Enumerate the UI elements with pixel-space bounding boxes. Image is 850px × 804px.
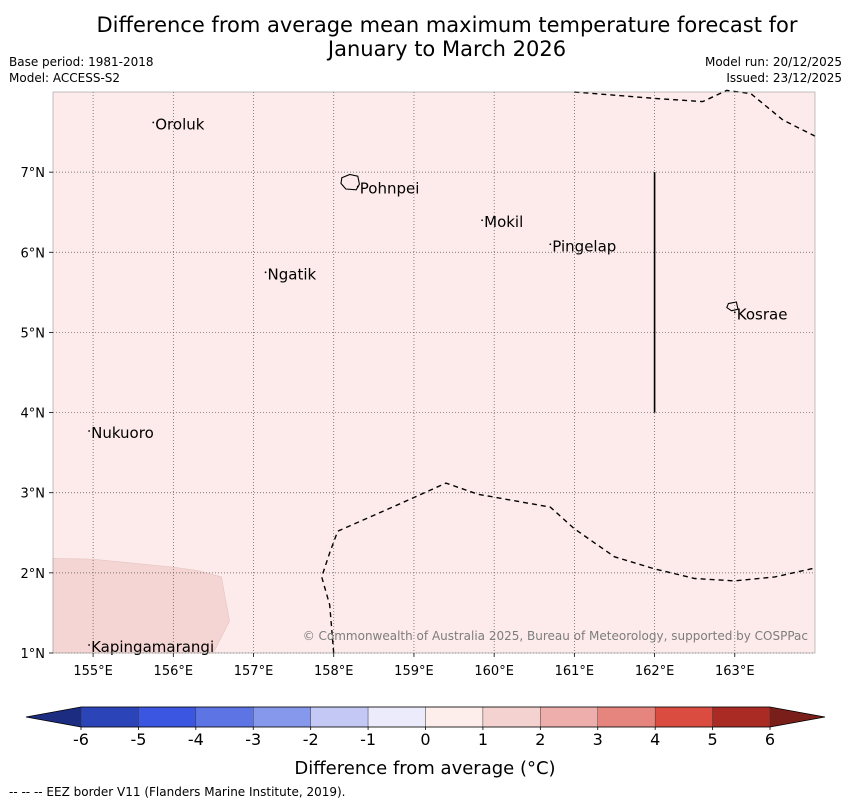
lon-tick-label: 159°E — [394, 664, 434, 679]
colorbar-legend: -6 -5 -4 -3 -2 -1 0 1 2 3 4 5 6 Difference from avera… — [25, 706, 826, 779]
colorbar-tick-label: 3 — [593, 730, 603, 749]
place-marker — [356, 185, 359, 188]
place-marker — [264, 271, 267, 274]
place-marker — [549, 243, 552, 246]
lat-tick-label: 7°N — [21, 166, 46, 181]
lat-tick-label: 4°N — [21, 407, 46, 422]
place-label: Pingelap — [552, 237, 616, 255]
model-name: Model: ACCESS-S2 — [9, 71, 121, 85]
colorbar-tick-label: -1 — [360, 730, 376, 749]
colorbar-tick-label: -4 — [188, 730, 204, 749]
model-run: Model run: 20/12/2025 — [704, 55, 842, 69]
place-marker — [152, 121, 155, 124]
map-title: Difference from average mean maximum tem… — [0, 13, 850, 61]
lon-tick-label: 158°E — [314, 664, 354, 679]
kosrae-island — [726, 301, 739, 312]
colorbar-tick-label: -2 — [303, 730, 319, 749]
map-background — [53, 92, 815, 653]
colorbar-bin — [597, 706, 656, 728]
place-label: Mokil — [484, 213, 523, 231]
lat-tick-label: 6°N — [21, 246, 46, 261]
eez-border-south — [320, 482, 816, 654]
place-marker — [88, 430, 90, 432]
colorbar-bin — [540, 706, 598, 728]
place-marker — [481, 219, 484, 222]
place-label: Ngatik — [268, 265, 317, 283]
title-line-2: January to March 2026 — [327, 37, 567, 61]
copyright-note: © Commonwealth of Australia 2025, Bureau… — [303, 629, 808, 643]
eez-border-north — [574, 89, 816, 137]
lon-tick-label: 162°E — [635, 664, 675, 679]
colorbar-bin — [195, 706, 254, 728]
issued-date: Issued: 23/12/2025 — [726, 71, 842, 85]
colorbar-tick-label: 2 — [535, 730, 545, 749]
lon-tick-label: 157°E — [234, 664, 274, 679]
place-label: Oroluk — [155, 115, 204, 133]
map-frame — [52, 91, 816, 654]
colorbar-tick-label: 0 — [420, 730, 430, 749]
map-area: Oroluk Pohnpei Mokil Pingelap Ngatik Kosrae Nu… — [21, 89, 816, 679]
lon-tick-label: 155°E — [73, 664, 113, 679]
lat-tick-label: 3°N — [21, 487, 46, 502]
colorbar-bin — [138, 706, 197, 728]
colorbar-bin — [310, 706, 369, 728]
colorbar-tick-label: 4 — [650, 730, 660, 749]
lon-tick-label: 161°E — [555, 664, 595, 679]
colorbar-tick-label: -6 — [73, 730, 89, 749]
lat-tick-label: 5°N — [21, 326, 46, 341]
base-period: Base period: 1981-2018 — [9, 55, 154, 69]
colorbar-bin — [654, 706, 713, 728]
meta-right: Model run: 20/12/2025 Issued: 23/12/2025 — [705, 54, 842, 86]
colorbar-bin — [367, 706, 426, 728]
eez-footnote: -- -- -- EEZ border V11 (Flanders Marine… — [9, 785, 346, 799]
lon-tick-label: 156°E — [154, 664, 194, 679]
colorbar-bin — [482, 706, 541, 728]
colorbar-over-arrow — [770, 707, 825, 727]
title-line-1: Difference from average mean maximum tem… — [96, 13, 798, 37]
colorbar-bin — [712, 706, 771, 728]
colorbar-under-arrow — [26, 707, 81, 727]
place-label: Kosrae — [737, 305, 788, 323]
colorbar-bin — [80, 706, 139, 728]
lat-tick-label: 1°N — [21, 647, 46, 662]
place-marker — [733, 311, 736, 314]
colorbar-tick-label: 5 — [707, 730, 717, 749]
lon-tick-label: 160°E — [474, 664, 514, 679]
colorbar-bin — [425, 706, 484, 728]
lat-tick-label: 2°N — [21, 567, 46, 582]
colorbar-label: Difference from average (°C) — [294, 758, 555, 779]
colorbar-tick-label: 1 — [478, 730, 488, 749]
meta-left: Base period: 1981-2018 Model: ACCESS-S2 — [9, 54, 154, 86]
place-label: Kapingamarangi — [91, 638, 214, 656]
colorbar-tick-label: 6 — [765, 730, 775, 749]
colorbar-bin — [253, 706, 311, 728]
lon-tick-label: 163°E — [715, 664, 755, 679]
place-label: Nukuoro — [91, 424, 154, 442]
place-label: Pohnpei — [360, 180, 420, 198]
place-marker — [88, 644, 90, 646]
colorbar-tick-label: -5 — [130, 730, 146, 749]
colorbar-tick-label: -3 — [245, 730, 261, 749]
